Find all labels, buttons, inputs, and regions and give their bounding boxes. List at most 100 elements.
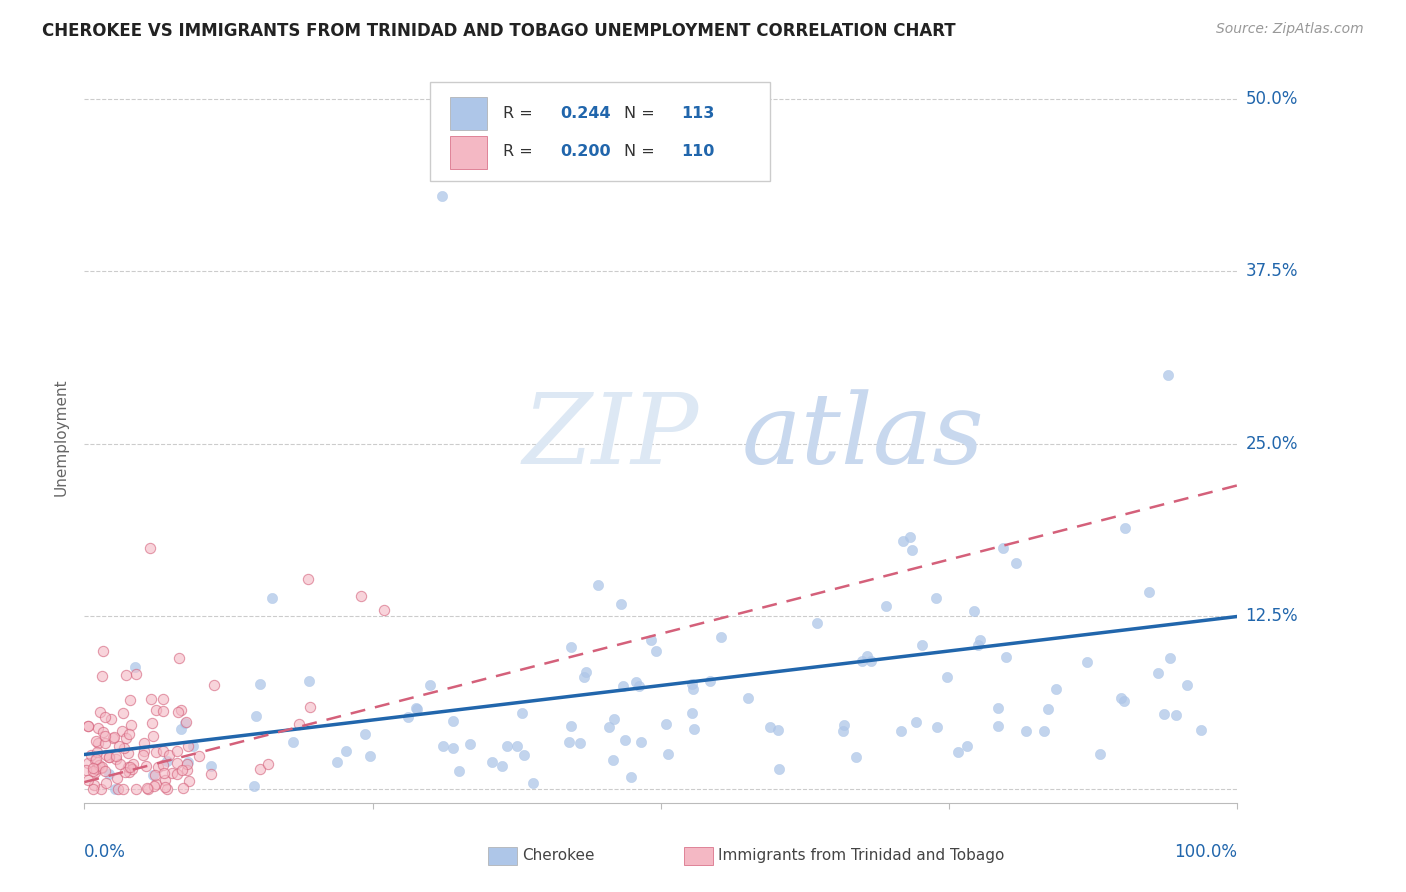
Point — [107, 782, 129, 797]
Point — [132, 736, 155, 750]
Point — [1109, 690, 1132, 705]
Point — [112, 782, 135, 797]
Point — [768, 723, 790, 737]
Point — [97, 749, 120, 764]
Point — [491, 758, 513, 772]
Text: 100.0%: 100.0% — [1174, 843, 1237, 861]
Point — [655, 716, 678, 731]
Point — [505, 739, 527, 753]
Point — [925, 720, 948, 734]
Point — [558, 735, 581, 749]
Point — [187, 748, 209, 763]
Point — [83, 765, 105, 780]
Point — [441, 714, 464, 729]
Point — [557, 133, 579, 147]
Point — [141, 716, 163, 731]
Point — [166, 705, 188, 719]
Point — [956, 739, 979, 753]
Point — [297, 572, 319, 586]
Point — [737, 691, 759, 706]
Point — [260, 591, 283, 605]
Point — [1175, 677, 1198, 691]
Point — [170, 703, 193, 717]
Point — [966, 638, 988, 652]
Point — [112, 740, 135, 755]
Point — [560, 719, 582, 733]
Point — [142, 729, 165, 743]
FancyBboxPatch shape — [683, 847, 713, 865]
Point — [657, 747, 679, 761]
Point — [76, 719, 98, 733]
Point — [682, 682, 704, 697]
Point — [1114, 521, 1136, 535]
Point — [136, 782, 159, 797]
Point — [170, 722, 193, 736]
Point — [91, 644, 114, 658]
Point — [86, 736, 108, 750]
Point — [645, 643, 668, 657]
Point — [79, 747, 101, 762]
Point — [481, 755, 503, 769]
Point — [118, 727, 141, 741]
Point — [619, 770, 641, 784]
Point — [94, 729, 117, 743]
Point — [118, 764, 141, 779]
Point — [925, 591, 948, 605]
Point — [135, 759, 157, 773]
Point — [120, 693, 142, 707]
Point — [396, 710, 419, 724]
Point — [298, 674, 321, 689]
Text: R =: R = — [503, 105, 537, 120]
Point — [681, 677, 703, 691]
Point — [574, 670, 596, 684]
Point — [495, 739, 517, 753]
Point — [90, 761, 112, 775]
Point — [759, 720, 782, 734]
Text: 12.5%: 12.5% — [1246, 607, 1298, 625]
Point — [612, 679, 634, 693]
Point — [1033, 723, 1056, 738]
Point — [153, 765, 176, 780]
Point — [602, 752, 624, 766]
Point — [121, 762, 143, 776]
Point — [1189, 723, 1212, 737]
Text: 50.0%: 50.0% — [1246, 90, 1298, 108]
Point — [432, 739, 454, 753]
Point — [94, 736, 117, 750]
Point — [243, 780, 266, 794]
Text: CHEROKEE VS IMMIGRANTS FROM TRINIDAD AND TOBAGO UNEMPLOYMENT CORRELATION CHART: CHEROKEE VS IMMIGRANTS FROM TRINIDAD AND… — [42, 22, 956, 40]
Point — [768, 762, 790, 776]
Text: atlas: atlas — [741, 390, 984, 484]
Point — [83, 778, 105, 792]
Point — [568, 736, 591, 750]
Point — [682, 723, 704, 737]
Text: Immigrants from Trinidad and Tobago: Immigrants from Trinidad and Tobago — [718, 848, 1005, 863]
Point — [935, 669, 957, 683]
Point — [1157, 368, 1180, 382]
Point — [139, 692, 162, 706]
Point — [281, 735, 304, 749]
Point — [176, 715, 198, 730]
Point — [831, 724, 853, 739]
Point — [257, 757, 280, 772]
Text: 0.0%: 0.0% — [84, 843, 127, 861]
Point — [125, 781, 148, 796]
Text: 0.200: 0.200 — [561, 145, 612, 160]
Point — [1005, 556, 1028, 570]
Point — [90, 760, 112, 774]
Point — [120, 718, 142, 732]
Point — [911, 638, 934, 652]
Point — [350, 589, 373, 603]
Point — [125, 666, 148, 681]
Point — [100, 712, 122, 726]
Point — [114, 668, 136, 682]
Point — [1088, 747, 1111, 761]
Point — [145, 702, 167, 716]
Text: Source: ZipAtlas.com: Source: ZipAtlas.com — [1216, 22, 1364, 37]
Point — [1164, 708, 1187, 723]
Point — [1015, 723, 1038, 738]
Point — [101, 731, 124, 745]
Point — [419, 677, 441, 691]
Point — [91, 725, 114, 739]
Point — [156, 782, 179, 797]
